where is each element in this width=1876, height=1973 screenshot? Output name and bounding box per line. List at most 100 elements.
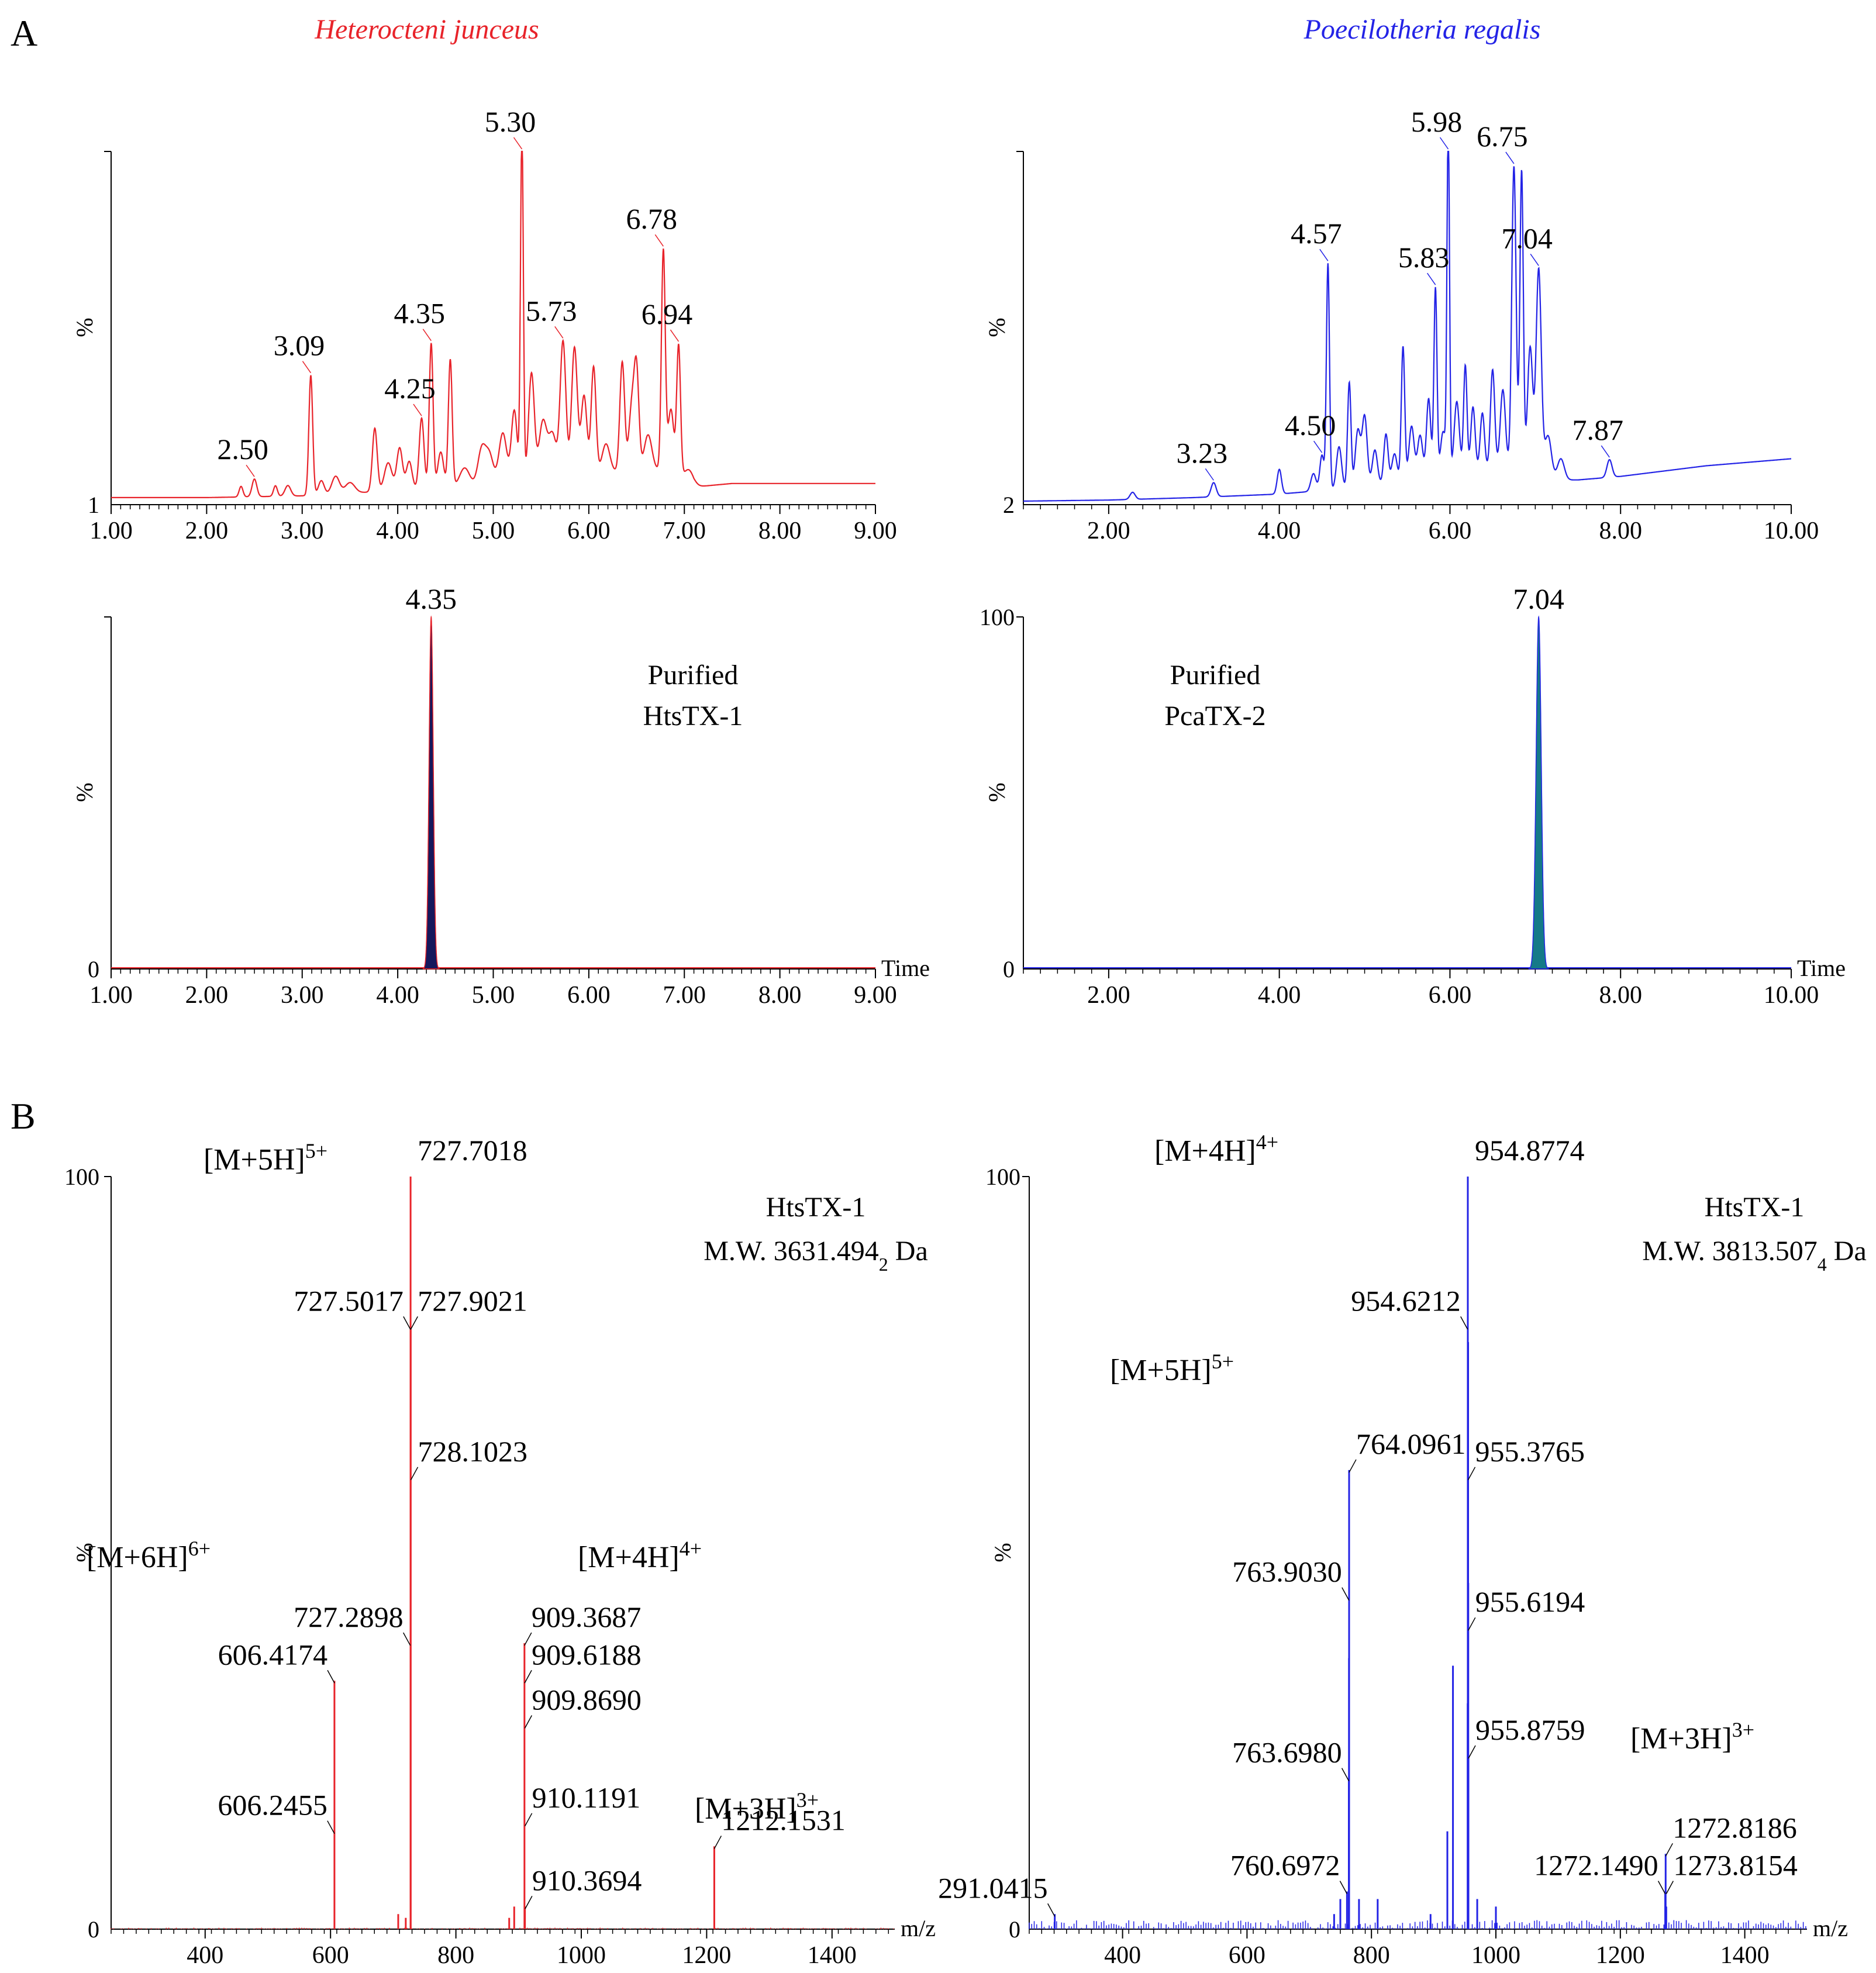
peak-leader bbox=[422, 329, 432, 342]
mz-label: 954.6212 bbox=[1351, 1284, 1461, 1317]
mz-label: 727.7018 bbox=[418, 1134, 527, 1167]
panel-label-A: A bbox=[11, 12, 37, 54]
peak-leader bbox=[1313, 440, 1323, 453]
x-tick-label: 4.00 bbox=[376, 518, 419, 544]
peak-leader bbox=[246, 464, 255, 477]
mz-label: 606.4174 bbox=[218, 1638, 328, 1671]
x-tick-label: 2.00 bbox=[185, 518, 229, 544]
chart-A-tr: 2.00 4.00 6.00 8.00 10.00 2% Poecilotheria reg… bbox=[984, 14, 1819, 544]
mz-label: 1273.8154 bbox=[1673, 1849, 1798, 1882]
peak-label: 7.04 bbox=[1501, 222, 1553, 254]
y-axis-label: % bbox=[984, 318, 1010, 337]
x-tick-label: 1000 bbox=[557, 1942, 606, 1969]
peak-label: 5.30 bbox=[485, 105, 536, 138]
annotation-leader bbox=[402, 1632, 411, 1646]
x-tick-label: 5.00 bbox=[472, 518, 515, 544]
peak-label: 4.50 bbox=[1285, 409, 1336, 441]
mz-label: 1212.1531 bbox=[721, 1803, 846, 1836]
annotation-leader bbox=[1460, 1316, 1468, 1330]
annotation-leader bbox=[1342, 1587, 1350, 1601]
y-tick-label: 100 bbox=[985, 1164, 1020, 1190]
x-tick-label: 4.00 bbox=[1258, 982, 1301, 1009]
mz-label: 954.8774 bbox=[1475, 1134, 1585, 1167]
y-axis-label: % bbox=[71, 782, 98, 802]
x-tick-label: 1.00 bbox=[89, 982, 133, 1009]
x-tick-label: 7.00 bbox=[663, 518, 706, 544]
x-axis-label: Time bbox=[1797, 955, 1846, 981]
annotation-leader bbox=[524, 1632, 532, 1646]
x-tick-label: 2.00 bbox=[1087, 982, 1130, 1009]
peak-label: 4.35 bbox=[406, 582, 457, 615]
x-axis-label: m/z bbox=[1813, 1915, 1848, 1941]
annotation-leader bbox=[524, 1715, 533, 1729]
mz-label: 1272.8186 bbox=[1672, 1811, 1797, 1844]
annotation-leader bbox=[410, 1467, 419, 1481]
chart-B-right: 400 600 800 1000 1200 1400 0 100% m/z 954.8774 954… bbox=[938, 1130, 1867, 1969]
mz-label: 727.5017 bbox=[294, 1284, 404, 1317]
x-tick-label: 10.00 bbox=[1764, 982, 1819, 1009]
peak-leader bbox=[654, 234, 664, 247]
annotation-leader bbox=[524, 1813, 533, 1827]
annotation-line-1: Purified bbox=[1170, 660, 1261, 691]
ion-label: [M+4H]4+ bbox=[1154, 1130, 1278, 1168]
mz-label: 727.2898 bbox=[294, 1601, 404, 1633]
y-tick-label: 100 bbox=[980, 604, 1015, 630]
annotation-leader bbox=[1047, 1903, 1056, 1917]
annotation-leader bbox=[1468, 1617, 1476, 1631]
mz-label: 763.6980 bbox=[1232, 1736, 1342, 1769]
annotation-leader bbox=[403, 1316, 411, 1330]
y-tick-label: 1 bbox=[88, 492, 99, 518]
x-tick-label: 4.00 bbox=[376, 982, 419, 1009]
peak-label: 6.94 bbox=[642, 298, 693, 330]
peak-leader bbox=[302, 361, 312, 374]
x-tick-label: 800 bbox=[1353, 1942, 1390, 1969]
peak-leader bbox=[1205, 468, 1214, 481]
x-tick-label: 10.00 bbox=[1764, 518, 1819, 544]
compound-name: HtsTX-1 bbox=[1705, 1192, 1805, 1223]
peak-label: 3.23 bbox=[1177, 436, 1228, 469]
x-tick-label: 3.00 bbox=[281, 982, 324, 1009]
chromatogram-trace bbox=[1023, 150, 1791, 502]
chart-B-left: 400 600 800 1000 1200 1400 0 100% m/z 727.7018 727… bbox=[64, 1134, 936, 1969]
chromatogram-trace bbox=[111, 150, 875, 498]
mz-label: 955.3765 bbox=[1475, 1435, 1585, 1468]
mz-label: 727.9021 bbox=[418, 1284, 527, 1317]
peak-leader bbox=[413, 403, 422, 416]
peak-leader bbox=[1319, 249, 1329, 261]
annotation-leader bbox=[1339, 1881, 1348, 1895]
x-tick-label: 6.00 bbox=[567, 518, 611, 544]
peak-label: 7.87 bbox=[1572, 413, 1624, 446]
y-axis-label: % bbox=[984, 782, 1010, 802]
x-tick-label: 600 bbox=[1229, 1942, 1265, 1969]
peak-leader bbox=[1530, 253, 1539, 266]
ion-label: [M+5H]5+ bbox=[1110, 1350, 1234, 1387]
annotation-leader bbox=[1657, 1881, 1666, 1895]
peak-label: 5.98 bbox=[1411, 105, 1463, 138]
mz-label: 910.3694 bbox=[532, 1864, 642, 1896]
x-tick-label: 6.00 bbox=[567, 982, 611, 1009]
purified-peak bbox=[422, 615, 440, 970]
mz-label: 606.2455 bbox=[218, 1789, 327, 1822]
mz-label: 760.6972 bbox=[1230, 1849, 1340, 1882]
x-tick-label: 1200 bbox=[1596, 1942, 1645, 1969]
peak-label: 5.73 bbox=[526, 294, 577, 327]
mz-label: 955.6194 bbox=[1475, 1585, 1585, 1618]
x-tick-label: 400 bbox=[187, 1942, 223, 1969]
peak-label: 2.50 bbox=[217, 433, 268, 465]
x-tick-label: 6.00 bbox=[1429, 982, 1472, 1009]
x-tick-label: 800 bbox=[437, 1942, 474, 1969]
x-tick-label: 1000 bbox=[1471, 1942, 1520, 1969]
annotation-leader bbox=[1341, 1768, 1350, 1781]
x-tick-label: 8.00 bbox=[1599, 982, 1642, 1009]
x-tick-label: 8.00 bbox=[758, 982, 802, 1009]
x-tick-label: 9.00 bbox=[854, 982, 897, 1009]
mz-label: 1272.1490 bbox=[1534, 1849, 1658, 1882]
peak-label: 4.57 bbox=[1291, 217, 1342, 250]
ion-label: [M+4H]4+ bbox=[578, 1537, 702, 1574]
peak-leader bbox=[1439, 137, 1449, 150]
x-axis-label: Time bbox=[881, 955, 930, 981]
x-tick-label: 4.00 bbox=[1258, 518, 1301, 544]
annotation-leader bbox=[1665, 1843, 1673, 1857]
x-tick-label: 1200 bbox=[682, 1942, 731, 1969]
compound-name: HtsTX-1 bbox=[766, 1192, 866, 1223]
